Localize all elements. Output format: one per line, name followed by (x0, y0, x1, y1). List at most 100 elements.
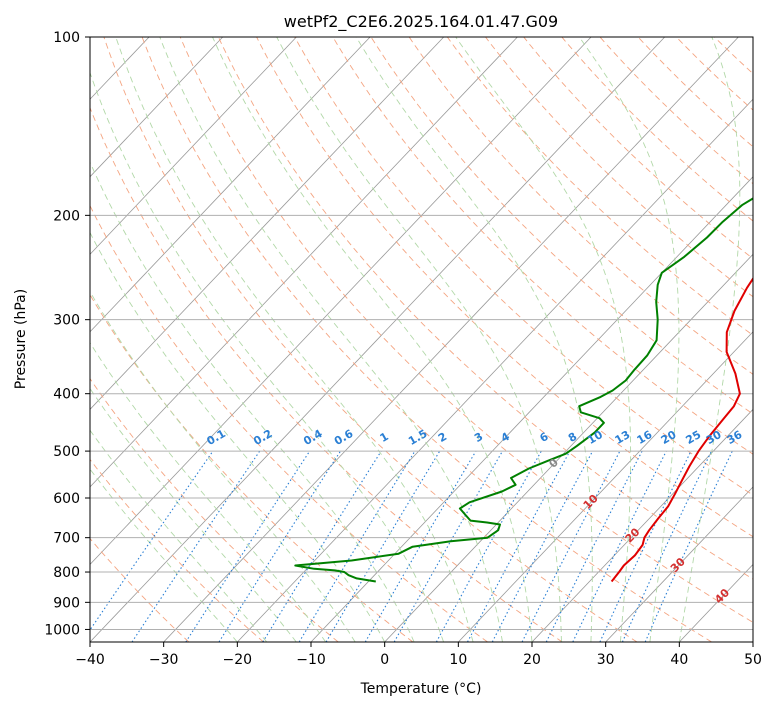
y-tick-label: 100 (53, 30, 80, 46)
moist-adiabat-line (90, 71, 445, 642)
mixing-ratio-line (185, 450, 311, 642)
mixing-ratio-label: 8 (566, 430, 579, 445)
isotherm-line (90, 37, 371, 333)
background-lines (0, 37, 753, 642)
dry-adiabat-line (485, 37, 753, 298)
moist-adiabat-line (90, 290, 356, 642)
isotherm-line (0, 37, 2, 642)
mixing-ratio-line (572, 450, 667, 642)
x-tick-label: 20 (523, 652, 541, 668)
y-tick-label: 300 (53, 313, 80, 329)
y-axis-ticks: 100 200 300 400 500 600 700 800 900 1000 (44, 30, 90, 638)
y-tick-label: 1000 (44, 622, 80, 638)
x-tick-label: 40 (670, 652, 688, 668)
mixing-ratio-label: 3 (472, 430, 485, 445)
mixing-ratio-label: 0.1 (205, 427, 228, 448)
mixing-ratio-line (491, 450, 594, 642)
moist-adiabat-line (212, 37, 533, 642)
dry-adiabat-line (90, 106, 563, 642)
dry-adiabat-line (332, 37, 753, 455)
mixing-ratio-line (90, 450, 214, 631)
mixing-ratio-line (131, 450, 261, 642)
isotherm-line (531, 408, 753, 642)
dry-adiabat-line (446, 37, 753, 336)
y-tick-label: 800 (53, 565, 80, 581)
isotherm-line (752, 641, 753, 642)
isotherm-line (0, 37, 75, 642)
x-tick-label: −10 (296, 652, 326, 668)
mixing-ratio-line (599, 450, 692, 642)
chart-title: wetPf2_C2E6.2025.164.01.47.G09 (284, 12, 558, 32)
dry-adiabat-line (408, 37, 753, 375)
x-tick-label: 0 (380, 652, 389, 668)
isotherm-line (90, 37, 445, 410)
moist-adiabat-line (578, 37, 680, 642)
isotherm-line (90, 37, 297, 255)
dry-adiabat-line (370, 37, 753, 415)
isotherm-line (90, 37, 592, 566)
x-tick-label: 50 (744, 652, 762, 668)
moist-adiabat-line (159, 37, 503, 642)
isotherm-line (90, 37, 224, 178)
mixing-ratio-line (298, 450, 416, 642)
dry-adiabat-line (714, 37, 753, 75)
dry-adiabat-line (256, 37, 753, 538)
mixing-ratio-label: 13 (613, 428, 633, 447)
mixing-ratio-label: 1 (378, 430, 391, 445)
isotherm-line (237, 98, 753, 642)
y-tick-label: 400 (53, 387, 80, 403)
isotherm-line (90, 37, 666, 642)
moist-adiabat-line (90, 231, 386, 642)
x-axis-label: Temperature (°C) (360, 681, 482, 697)
isotherm-line (458, 331, 753, 642)
moist-adiabat-line (115, 37, 474, 642)
x-tick-label: 10 (449, 652, 467, 668)
dry-adiabat-line (103, 37, 638, 642)
mixing-ratio-label: 36 (725, 428, 745, 447)
mixing-ratio-line (521, 450, 621, 642)
dry-adiabat-line (217, 37, 753, 580)
moist-adiabat-line (678, 37, 741, 642)
mixing-ratio-line (644, 450, 733, 642)
mixing-ratio-line (435, 450, 542, 642)
moist-adiabat-line (90, 341, 327, 642)
y-tick-label: 600 (53, 491, 80, 507)
moist-adiabat-line (90, 387, 297, 642)
dry-adiabat-line (523, 37, 753, 260)
mixing-ratio-label: 25 (683, 428, 703, 447)
isotherm-line (605, 486, 753, 642)
dewpoint-line (294, 197, 753, 583)
y-tick-label: 900 (53, 595, 80, 611)
dry-adiabat-line (90, 293, 414, 642)
dry-adiabat-line (90, 204, 488, 642)
y-tick-label: 700 (53, 531, 80, 547)
mixing-ratio-label: 6 (537, 430, 550, 445)
moist-adiabat-line (90, 429, 268, 642)
moist-adiabat-line (276, 37, 562, 642)
mixing-ratio-label: 0.6 (332, 427, 356, 448)
dry-adiabat-line (179, 37, 753, 623)
x-tick-label: −20 (223, 652, 253, 668)
isotherm-line (163, 37, 739, 642)
mixing-ratio-label: 10 (585, 428, 605, 447)
dry-adiabat-line (90, 458, 264, 642)
mixing-ratio-label: 1.5 (406, 427, 429, 448)
dry-adiabat-line (90, 377, 339, 642)
y-tick-label: 200 (53, 208, 80, 224)
y-tick-label: 500 (53, 444, 80, 460)
mixing-ratio-line (621, 450, 712, 642)
dry-adiabat-line (637, 37, 753, 148)
mixing-ratio-label: 20 (659, 428, 679, 447)
dry-adiabat-line (752, 37, 753, 39)
mixing-ratio-label: 30 (704, 428, 724, 447)
mixing-ratio-label: 2 (436, 430, 449, 445)
moist-adiabat-line (455, 37, 632, 642)
x-tick-label: −30 (149, 652, 179, 668)
mixing-ratio-label: 0.2 (251, 427, 274, 448)
dry-adiabat-line (141, 37, 712, 642)
moist-adiabat-line (90, 468, 238, 642)
plot-frame (89, 36, 754, 643)
profile-series (294, 197, 753, 583)
dry-adiabat-line (599, 37, 753, 185)
mixing-ratio-line (467, 450, 571, 642)
